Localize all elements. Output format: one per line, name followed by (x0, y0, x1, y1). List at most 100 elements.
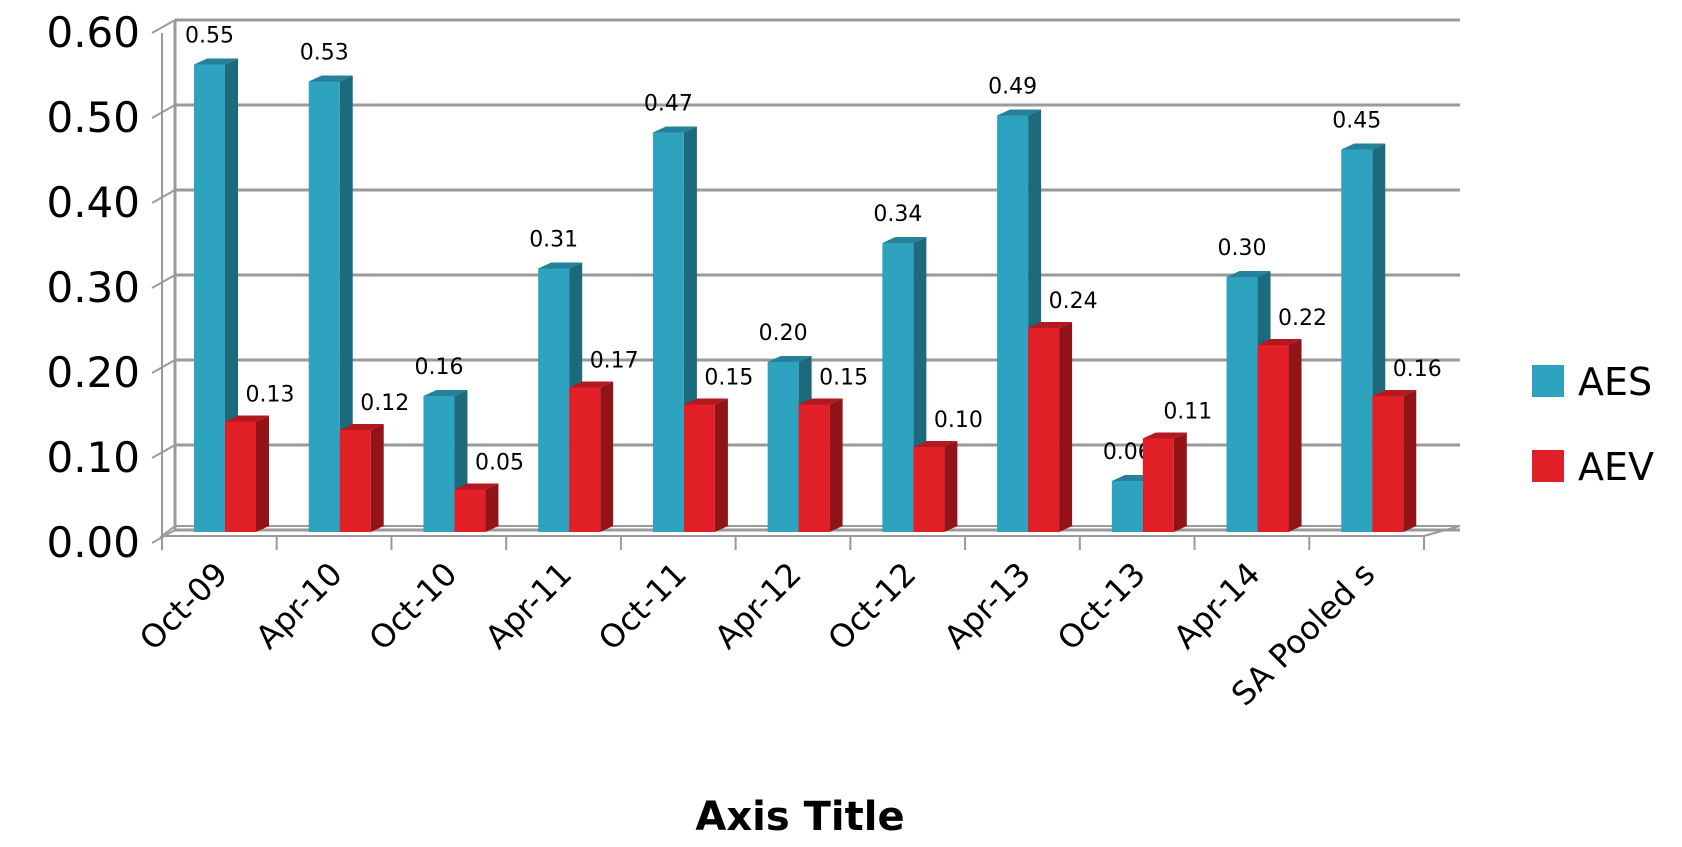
x-tick-label: Apr-14 (1166, 555, 1268, 657)
bar-aev (339, 430, 371, 532)
data-label: 0.15 (704, 366, 753, 391)
gridline-side (151, 189, 176, 204)
gridline-side (151, 19, 176, 34)
floor (159, 525, 1461, 537)
bar-aev (454, 489, 486, 532)
legend-swatch-aev (1532, 450, 1564, 482)
data-label: 0.49 (988, 75, 1037, 100)
bar-aes (194, 64, 225, 532)
bar-top (1372, 390, 1417, 396)
bar-top (683, 398, 728, 405)
legend-swatch-aes (1532, 365, 1564, 397)
bar-aes (1341, 149, 1373, 532)
data-label: 0.30 (1218, 236, 1267, 261)
x-tick-label: Oct-09 (132, 555, 235, 658)
bar-side (600, 381, 614, 532)
data-label: 0.16 (414, 355, 463, 380)
data-label: 0.16 (1393, 357, 1442, 382)
bar-top (767, 356, 812, 362)
data-label: 0.45 (1332, 109, 1381, 134)
bar-aes (308, 81, 340, 532)
x-tick-label: Oct-11 (591, 555, 694, 658)
bar-top (652, 126, 697, 133)
bar-aes (652, 132, 684, 532)
bar-top (423, 390, 468, 396)
bar-side (1403, 390, 1417, 532)
bars: 0.550.130.530.120.160.050.310.170.470.15… (185, 24, 1442, 532)
bar-top (225, 415, 269, 422)
bar-aev (683, 404, 715, 532)
bar-top (194, 58, 238, 65)
x-axis-ticks: Oct-09 Apr-10 Oct-10 Apr-11 Oct-11 Apr-12 Oct-… (132, 536, 1425, 713)
bar-side (256, 415, 269, 532)
data-label: 0.24 (1049, 289, 1098, 314)
data-label: 0.15 (819, 366, 868, 391)
data-label: 0.34 (873, 202, 922, 227)
bar-aes (538, 268, 570, 532)
x-tick-label: Oct-12 (820, 555, 923, 658)
bar-side (339, 75, 353, 532)
data-label: 0.12 (360, 391, 409, 416)
x-tick-label: Apr-10 (248, 555, 350, 657)
bar-top (538, 262, 583, 269)
bar-aes (882, 243, 914, 532)
data-label: 0.11 (1163, 400, 1212, 425)
bar-aev (225, 421, 256, 532)
bar-top (454, 483, 499, 490)
y-tick-label: 0.60 (46, 8, 140, 57)
x-tick-label: Apr-11 (478, 555, 580, 657)
gridline-side (151, 359, 176, 374)
bar-side (225, 58, 238, 532)
legend-label-aes: AES (1578, 360, 1652, 404)
bar-side (370, 424, 384, 532)
data-label: 0.53 (300, 41, 349, 66)
bar-aev (913, 447, 945, 532)
bar-top (569, 381, 614, 388)
bar-side (944, 441, 958, 532)
gridline-side (151, 274, 176, 289)
x-axis-title: Axis Title (695, 794, 904, 840)
bar-side (714, 398, 728, 532)
bar-side (485, 483, 499, 532)
bar-aes (1111, 481, 1143, 532)
y-tick-label: 0.20 (46, 348, 140, 397)
bar-top (1257, 339, 1302, 345)
bar-top (1142, 432, 1187, 439)
x-tick-label: Oct-10 (362, 555, 465, 658)
data-label: 0.31 (529, 228, 578, 253)
y-tick-label: 0.10 (46, 433, 140, 482)
bar-aes (423, 396, 455, 532)
bar-top (339, 424, 384, 430)
data-label: 0.05 (475, 451, 524, 476)
bar-top (1028, 322, 1073, 328)
bar-aev (1142, 438, 1174, 532)
bar-top (1226, 271, 1271, 277)
data-label: 0.20 (759, 321, 808, 346)
y-tick-label: 0.30 (46, 263, 140, 312)
y-tick-label: 0.40 (46, 178, 140, 227)
bar-aev (569, 387, 601, 532)
bar-top (997, 109, 1042, 116)
data-label: 0.10 (934, 408, 983, 433)
y-tick-label: 0.00 (46, 518, 140, 567)
data-label: 0.22 (1278, 306, 1327, 331)
x-tick-label: Oct-13 (1050, 555, 1153, 658)
bar-aes (767, 362, 799, 532)
bar-aev (1028, 328, 1060, 532)
y-axis-ticks: 0.00 0.10 0.20 0.30 0.40 0.50 0.60 (46, 8, 140, 567)
bar-top (882, 237, 927, 243)
bar-aes (1226, 277, 1258, 532)
bar-side (1173, 432, 1187, 532)
bar-top (1341, 143, 1386, 150)
legend-label-aev: AEV (1578, 445, 1654, 489)
x-tick-label: Apr-12 (707, 555, 809, 657)
bar-side (1059, 322, 1073, 532)
bar-top (913, 441, 958, 447)
data-label: 0.13 (246, 383, 295, 408)
bar-aev (1372, 396, 1404, 532)
data-label: 0.17 (590, 349, 639, 374)
bar-side (829, 398, 843, 532)
gridline-side (151, 104, 176, 119)
bar-aev (798, 404, 830, 532)
